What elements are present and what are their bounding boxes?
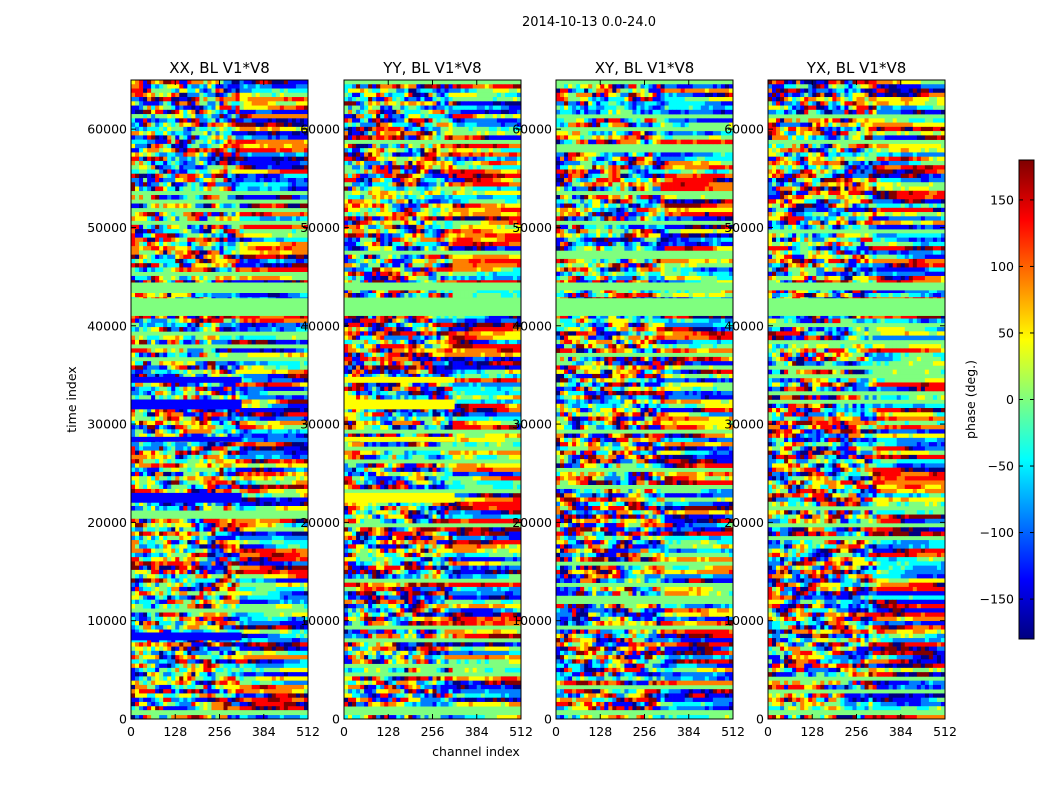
- y-tick-label: 50000: [724, 220, 764, 235]
- y-tick-label: 20000: [512, 515, 552, 530]
- colorbar-tick-label: 100: [990, 259, 1014, 274]
- x-tick-label: 384: [465, 724, 489, 739]
- x-tick-label: 256: [421, 724, 445, 739]
- x-tick-label: 512: [296, 724, 320, 739]
- x-tick-label: 0: [340, 724, 348, 739]
- phase-heatmap: [131, 80, 308, 719]
- y-tick-label: 60000: [300, 122, 340, 137]
- figure-suptitle: 2014-10-13 0.0-24.0: [522, 15, 656, 30]
- colorbar-tick-label: −150: [980, 592, 1014, 607]
- y-tick-label: 10000: [724, 613, 764, 628]
- y-tick-label: 0: [332, 712, 340, 727]
- panel-title: XY, BL V1*V8: [595, 59, 695, 77]
- panels: XX, BL V1*V8 0 128 256 384 512 0 10000 20000 3000…: [64, 59, 957, 759]
- panel-title: XX, BL V1*V8: [169, 59, 270, 77]
- x-tick-label: 512: [933, 724, 957, 739]
- x-tick-label: 128: [163, 724, 187, 739]
- y-tick-label: 60000: [87, 122, 127, 137]
- y-tick-label: 30000: [87, 417, 127, 432]
- y-tick-label: 60000: [512, 122, 552, 137]
- y-tick-label: 30000: [724, 417, 764, 432]
- y-tick-label: 20000: [300, 515, 340, 530]
- y-tick-label: 40000: [724, 318, 764, 333]
- x-tick-label: 128: [588, 724, 612, 739]
- y-tick-label: 40000: [87, 318, 127, 333]
- x-tick-label: 512: [509, 724, 533, 739]
- x-tick-label: 256: [633, 724, 657, 739]
- y-tick-label: 50000: [512, 220, 552, 235]
- y-tick-label: 10000: [300, 613, 340, 628]
- x-tick-label: 384: [677, 724, 701, 739]
- x-tick-label: 384: [889, 724, 913, 739]
- y-tick-label: 0: [119, 712, 127, 727]
- panel-1: YY, BL V1*V8 0 128 256 384 512 0 10000 20000 3000…: [300, 59, 533, 759]
- y-tick-label: 20000: [87, 515, 127, 530]
- x-tick-label: 384: [252, 724, 276, 739]
- phase-heatmap: [768, 80, 945, 719]
- panel-title: YX, BL V1*V8: [806, 59, 907, 77]
- panel-title: YY, BL V1*V8: [382, 59, 481, 77]
- y-tick-label: 10000: [87, 613, 127, 628]
- y-tick-label: 60000: [724, 122, 764, 137]
- x-axis-label: channel index: [432, 744, 520, 759]
- colorbar-label: phase (deg.): [963, 360, 978, 439]
- colorbar-tick-label: −50: [988, 459, 1014, 474]
- x-tick-label: 256: [845, 724, 869, 739]
- y-tick-label: 30000: [512, 417, 552, 432]
- colorbar-tick-label: −100: [980, 525, 1014, 540]
- panel-2: XY, BL V1*V8 0 128 256 384 512 0 10000 20000 3000…: [512, 59, 745, 739]
- y-tick-label: 40000: [300, 318, 340, 333]
- x-tick-label: 256: [208, 724, 232, 739]
- x-tick-label: 128: [800, 724, 824, 739]
- x-tick-label: 0: [127, 724, 135, 739]
- colorbar-tick-label: 150: [990, 192, 1014, 207]
- colorbar-tick-label: 0: [1006, 392, 1014, 407]
- x-tick-label: 128: [376, 724, 400, 739]
- y-axis-label: time index: [64, 366, 79, 432]
- x-tick-label: 0: [552, 724, 560, 739]
- y-tick-label: 10000: [512, 613, 552, 628]
- panel-0: XX, BL V1*V8 0 128 256 384 512 0 10000 20000 3000…: [64, 59, 320, 739]
- y-tick-label: 30000: [300, 417, 340, 432]
- panel-3: YX, BL V1*V8 0 128 256 384 512 0 10000 20000 3000…: [724, 59, 957, 739]
- y-tick-label: 40000: [512, 318, 552, 333]
- x-tick-label: 512: [721, 724, 745, 739]
- y-tick-label: 50000: [87, 220, 127, 235]
- y-tick-label: 50000: [300, 220, 340, 235]
- colorbar-tick-label: 50: [998, 325, 1014, 340]
- phase-heatmap: [344, 80, 521, 719]
- y-tick-label: 0: [756, 712, 764, 727]
- y-tick-label: 0: [544, 712, 552, 727]
- x-tick-label: 0: [764, 724, 772, 739]
- phase-heatmap: [556, 80, 733, 719]
- y-tick-label: 20000: [724, 515, 764, 530]
- colorbar: −150 −100 −50 0 50 100 150 phase (deg.): [963, 159, 1035, 640]
